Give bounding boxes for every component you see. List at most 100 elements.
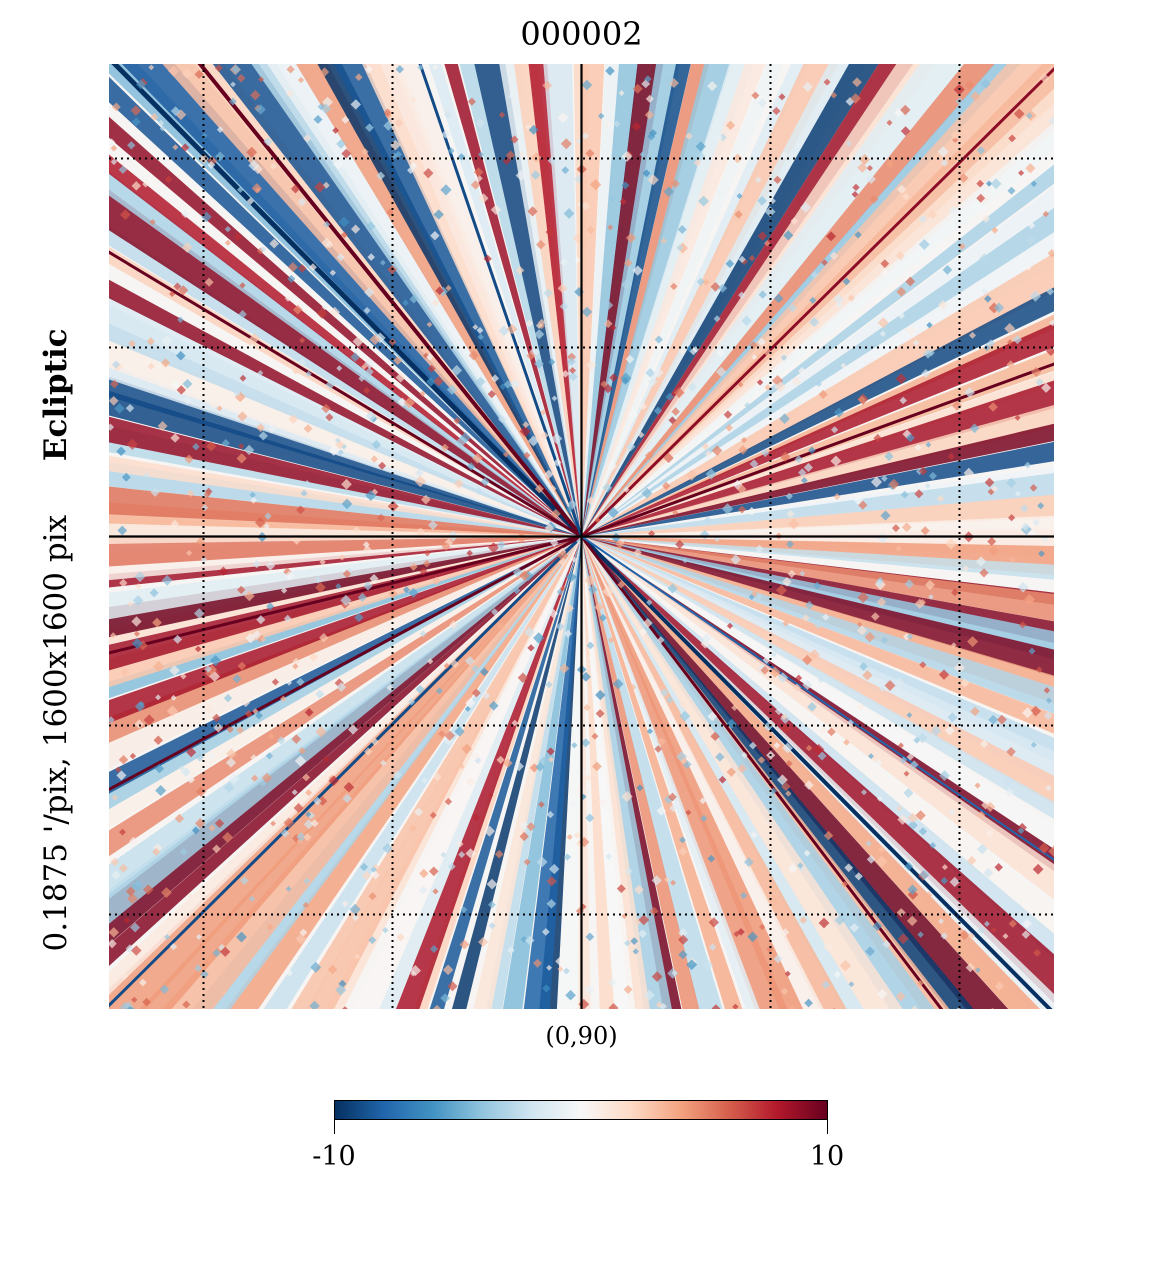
map-streak [581,536,650,1009]
map-streak-strong [580,535,944,1009]
map-pixel [421,494,431,505]
map-pixel [332,127,339,134]
map-streaks [109,64,1054,1009]
map-pixel [917,732,928,744]
map-pixel [882,939,891,949]
map-pixel [805,744,813,752]
map-pixel [918,466,928,476]
map-pixel [976,843,988,855]
map-streak [581,536,804,1009]
map-pixel [921,368,931,378]
map-pixel [414,468,424,478]
map-pixel [300,489,308,497]
map-pixel [444,110,452,119]
map-pixel [285,885,292,892]
map-pixel [1021,707,1034,719]
map-pixel [533,632,545,644]
map-pixel [483,254,492,263]
map-streak [473,536,582,1009]
map-pixel [523,858,531,866]
map-pixel [361,363,368,370]
map-streak [581,164,1054,537]
map-pixel [678,928,688,938]
map-streak [581,64,766,537]
map-pixel [1030,705,1042,717]
map-pixel [549,863,560,875]
map-streak [379,536,582,1009]
map-pixel [704,450,713,458]
map-pixel [283,817,295,829]
map-pixel [794,455,803,464]
map-pixel [771,651,777,658]
map-pixel [170,519,180,529]
map-pixel [830,455,842,467]
colorbar-tick-min [334,1120,335,1134]
map-streak [109,536,582,924]
map-pixel [876,855,888,868]
map-pixel [856,702,865,711]
map-streak [397,64,582,537]
map-pixel [526,351,536,361]
map-pixel [335,984,347,996]
map-pixel [519,425,531,437]
map-pixel [507,946,515,955]
map-streak [109,116,582,537]
map-pixel [142,997,151,1007]
map-pixel [435,286,444,296]
map-pixel [906,633,914,640]
map-pixel [519,570,530,581]
map-pixel [1029,484,1038,492]
map-pixel [1045,697,1052,704]
map-pixel [164,175,173,184]
map-pixel [896,805,903,812]
map-pixel [110,144,118,152]
map-pixel [910,1005,919,1009]
map-pixel [206,441,217,452]
map-pixel [444,797,453,806]
map-pixel [1024,461,1032,469]
map-pixel [546,747,555,756]
map-pixel [286,65,295,74]
map-pixel [668,416,677,425]
map-pixel [472,324,479,331]
map-pixel [804,998,813,1008]
map-streak [109,536,582,724]
map-pixel [654,335,663,344]
map-pixel [906,753,914,761]
map-streak [267,64,582,537]
map-pixel [843,738,850,746]
map-pixel [917,931,924,938]
map-pixel [490,204,502,216]
map-pixel [991,927,997,933]
map-pixel [704,516,712,524]
map-pixel [369,574,379,584]
map-pixel [877,845,886,854]
map-pixel [461,743,473,755]
map-pixel [967,855,977,866]
map-pixel [633,548,642,557]
map-pixel [110,632,117,639]
map-pixel [429,811,437,819]
map-pixel [295,933,307,945]
map-pixel [741,751,748,759]
map-pixel [338,554,346,561]
map-streak [362,64,582,537]
map-pixel [410,96,417,104]
map-pixel [352,335,364,348]
map-pixel [833,970,842,979]
map-pixel [498,415,506,424]
map-pixel [907,884,918,895]
map-pixel [612,678,624,690]
map-streak [581,536,847,1009]
map-pixel [1004,787,1015,797]
map-pixel [195,933,202,940]
map-pixel [781,782,791,792]
map-pixel [766,945,774,953]
map-pixel [940,932,948,940]
map-pixel [740,891,748,900]
map-pixel [376,171,386,181]
map-pixel [774,706,784,716]
map-pixel [651,875,662,886]
map-pixel [821,259,828,266]
map-pixel [491,374,500,383]
